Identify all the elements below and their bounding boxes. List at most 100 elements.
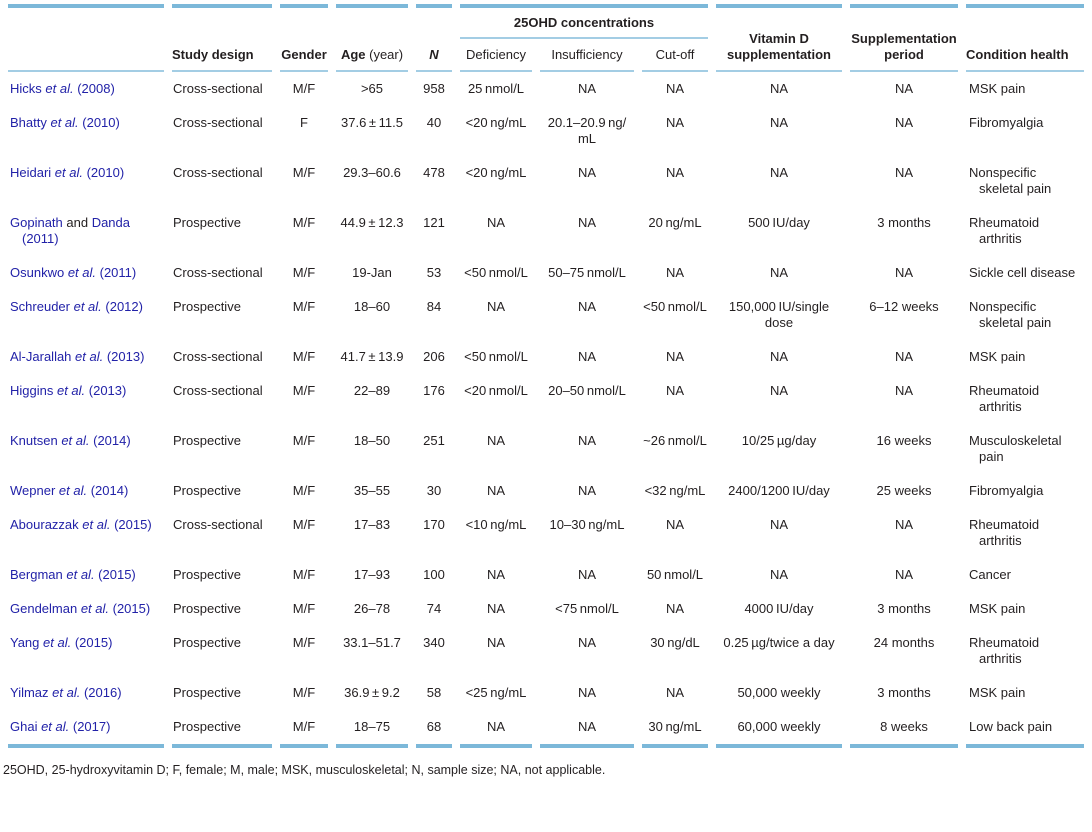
cell-period: 3 months — [877, 215, 931, 230]
study-citation-text: et al. — [58, 483, 88, 498]
cell-age: 22–89 — [353, 383, 391, 398]
cell-deficiency: <10 ng/mL — [465, 517, 527, 532]
cell-gender: M/F — [292, 635, 316, 650]
cell-cutoff: <50 nmol/L — [643, 299, 707, 314]
cell-condition: Rheumatoid arthritis — [969, 383, 1040, 414]
cell-gender: M/F — [292, 719, 316, 734]
cell-insufficiency: 20–50 nmol/L — [548, 383, 626, 398]
study-citation-link[interactable]: Higgins et al. (2013) — [8, 374, 164, 424]
cell-vitd: 500 IU/day — [748, 215, 810, 230]
cell-gender: M/F — [292, 165, 316, 180]
cell-condition: Fibromyalgia — [969, 483, 1044, 498]
cell-vitd: 0.25 µg/twice a day — [723, 635, 835, 650]
table-body: Hicks et al. (2008) Cross-sectional M/F >65… — [8, 72, 1084, 744]
cell-insufficiency: NA — [577, 165, 597, 180]
study-citation-link[interactable]: Bergman et al. (2015) — [8, 558, 164, 592]
bottom-rule-segment — [716, 744, 842, 750]
cell-period: 3 months — [877, 601, 931, 616]
study-citation-text: Gendelman — [10, 601, 81, 616]
study-citation-link[interactable]: Gendelman et al. (2015) — [8, 592, 164, 626]
cell-design: Prospective — [173, 567, 241, 582]
bottom-rule-segment — [280, 744, 328, 750]
cell-deficiency: NA — [486, 433, 506, 448]
study-citation-text: et al. — [52, 685, 81, 700]
cell-vitd: 10/25 µg/day — [741, 433, 817, 448]
cell-gender: M/F — [292, 383, 316, 398]
study-citation-link[interactable]: Bhatty et al. (2010) — [8, 106, 164, 156]
cell-deficiency: <25 ng/mL — [465, 685, 527, 700]
study-citation-text: et al. — [50, 115, 79, 130]
bottom-rule-segment — [416, 744, 452, 750]
cell-design: Cross-sectional — [173, 115, 263, 130]
header-insufficiency: Insufficiency — [540, 39, 634, 72]
study-citation-text: et al. — [45, 81, 74, 96]
cell-condition: MSK pain — [969, 601, 1026, 616]
cell-condition: MSK pain — [969, 349, 1026, 364]
bottom-rule-segment — [540, 744, 634, 750]
study-citation-text: Heidari — [10, 165, 55, 180]
cell-vitd: NA — [769, 265, 789, 280]
cell-insufficiency: NA — [577, 567, 597, 582]
cell-period: 3 months — [877, 685, 931, 700]
cell-period: NA — [894, 165, 914, 180]
cell-period: 8 weeks — [880, 719, 928, 734]
cell-condition: MSK pain — [969, 81, 1026, 96]
study-citation-link[interactable]: Wepner et al. (2014) — [8, 474, 164, 508]
study-citation-link[interactable]: Schreuder et al. (2012) — [8, 290, 164, 340]
study-citation-link[interactable]: Abourazzak et al. (2015) — [8, 508, 164, 558]
study-citation-text: Schreuder — [10, 299, 74, 314]
cell-gender: M/F — [292, 299, 316, 314]
header-gender: Gender — [280, 4, 328, 72]
study-citation-link[interactable]: Gopinath and Danda (2011) — [8, 206, 164, 256]
cell-deficiency: <20 ng/mL — [465, 165, 527, 180]
cell-vitd: NA — [769, 165, 789, 180]
bottom-rule-segment — [8, 744, 164, 750]
cell-age: 37.6 ± 11.5 — [341, 115, 403, 130]
cell-insufficiency: 50–75 nmol/L — [548, 265, 626, 280]
cell-n: 30 — [426, 483, 442, 498]
table-row: Abourazzak et al. (2015) Cross-sectional M… — [8, 508, 1084, 558]
study-citation-link[interactable]: Yilmaz et al. (2016) — [8, 676, 164, 710]
cell-cutoff: 30 ng/dL — [650, 635, 700, 650]
study-citation-text: Higgins — [10, 383, 57, 398]
cell-period: NA — [894, 517, 914, 532]
cell-gender: M/F — [292, 215, 316, 230]
cell-period: NA — [894, 567, 914, 582]
cell-n: 68 — [426, 719, 442, 734]
cell-vitd: 60,000 weekly — [737, 719, 821, 734]
cell-design: Cross-sectional — [173, 383, 263, 398]
cell-gender: M/F — [292, 483, 316, 498]
study-citation-link[interactable]: Heidari et al. (2010) — [8, 156, 164, 206]
study-citation-link[interactable]: Hicks et al. (2008) — [8, 72, 164, 106]
cell-design: Prospective — [173, 215, 241, 230]
study-citation-link[interactable]: Al-Jarallah et al. (2013) — [8, 340, 164, 374]
cell-n: 58 — [426, 685, 442, 700]
header-vitamin-d-supplementation: Vitamin D supplementation — [716, 4, 842, 72]
study-citation-text: Al-Jarallah — [10, 349, 76, 364]
cell-period: 16 weeks — [876, 433, 932, 448]
cell-vitd: NA — [769, 349, 789, 364]
cell-insufficiency: NA — [577, 483, 597, 498]
study-citation-text: et al. — [80, 601, 110, 616]
paper-table-page: Study design Gender Age (year) N 25OHD c… — [3, 4, 1084, 777]
cell-cutoff: NA — [665, 601, 685, 616]
study-citation-text: et al. — [67, 265, 96, 280]
header-row-top: Study design Gender Age (year) N 25OHD c… — [8, 4, 1084, 72]
cell-design: Prospective — [173, 685, 241, 700]
study-citation-link[interactable]: Knutsen et al. (2014) — [8, 424, 164, 474]
cell-age: 18–60 — [353, 299, 391, 314]
study-citation-link[interactable]: Ghai et al. (2017) — [8, 710, 164, 744]
study-citation-text: (2012) — [101, 299, 143, 314]
bottom-rule-segment — [850, 744, 958, 750]
cell-gender: M/F — [292, 567, 316, 582]
study-citation-text: (2015) — [71, 635, 113, 650]
study-citation-text: (2014) — [87, 483, 129, 498]
study-citation-link[interactable]: Yang et al. (2015) — [8, 626, 164, 676]
study-citation-link[interactable]: Osunkwo et al. (2011) — [8, 256, 164, 290]
cell-insufficiency: 10–30 ng/mL — [549, 517, 625, 532]
table-row: Wepner et al. (2014) Prospective M/F 35–55 3… — [8, 474, 1084, 508]
cell-gender: M/F — [292, 433, 316, 448]
cell-condition: Nonspecific skeletal pain — [969, 165, 1052, 196]
cell-n: 40 — [426, 115, 442, 130]
cell-condition: Sickle cell disease — [969, 265, 1076, 280]
